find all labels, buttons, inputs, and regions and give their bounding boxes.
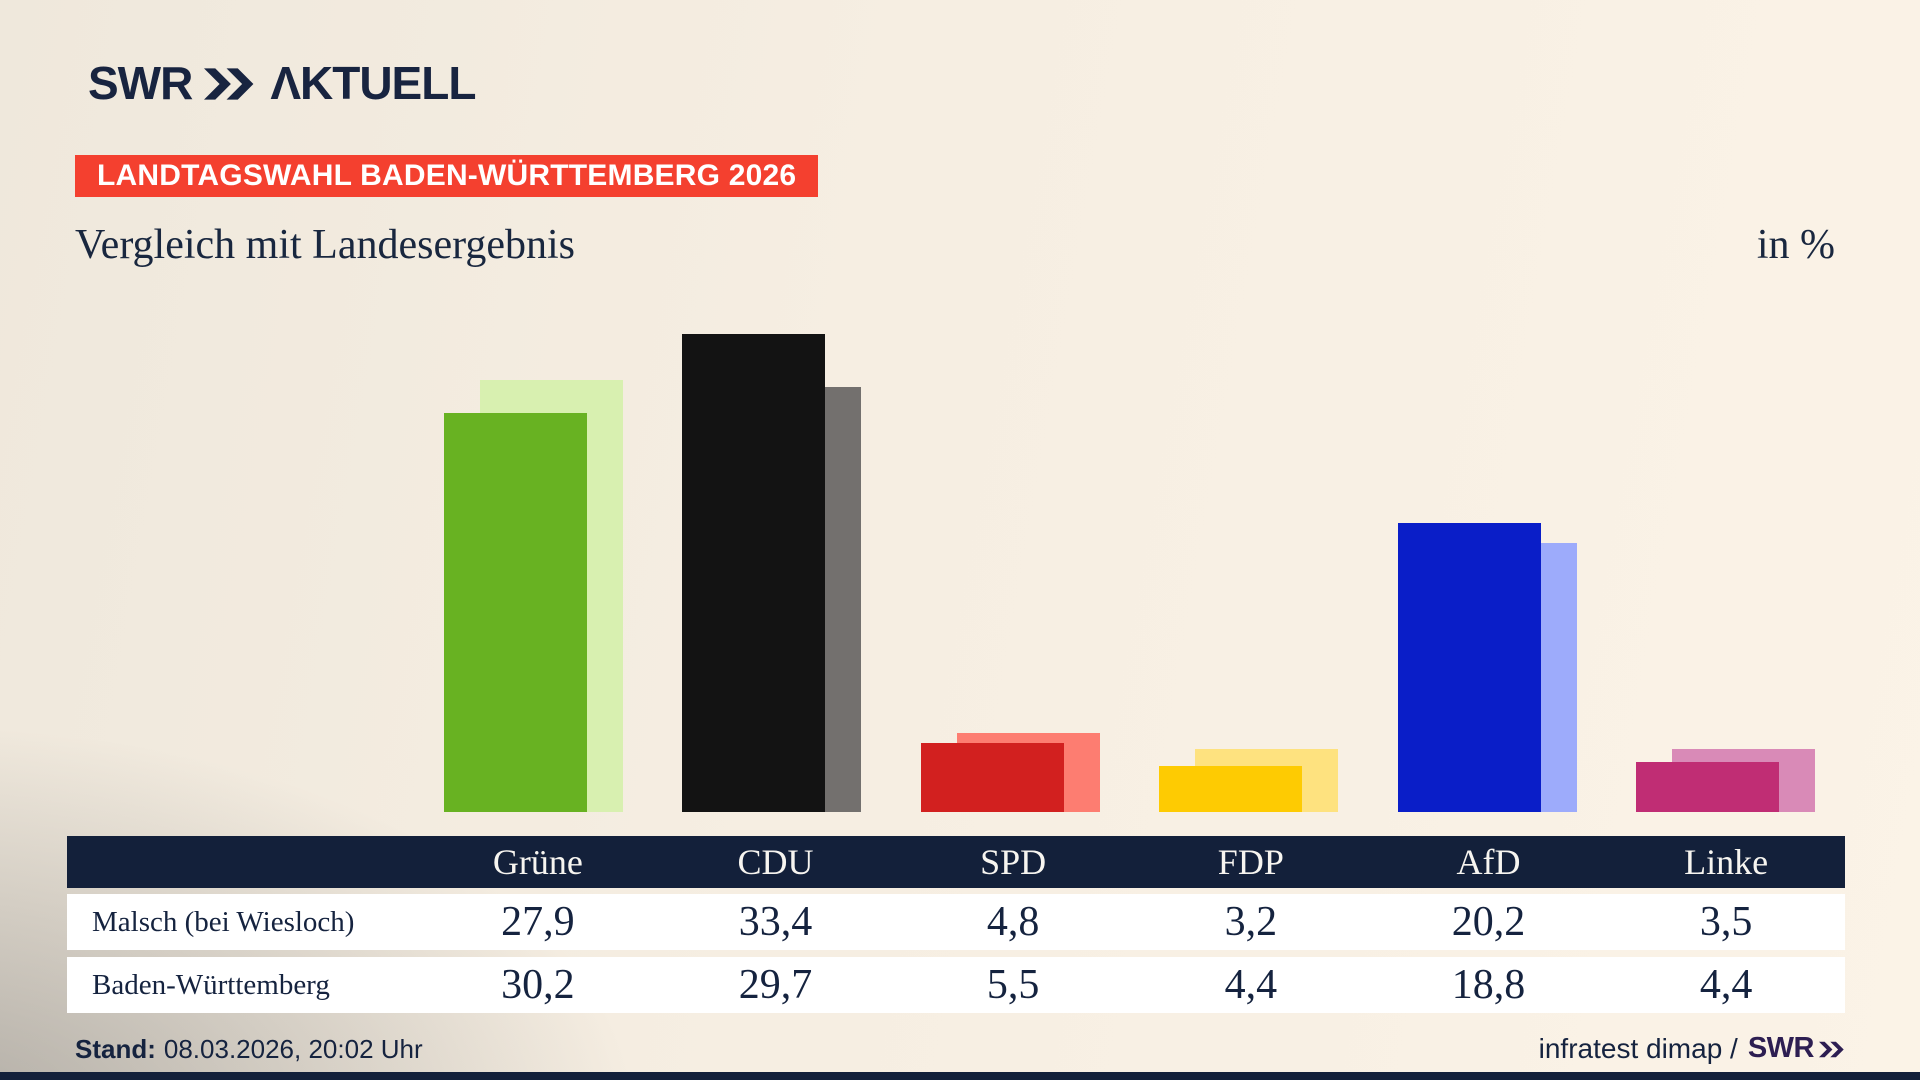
value-linke-1: 4,4	[1699, 962, 1753, 1008]
table-row-baden-wuerttemberg: Baden-Württemberg 30,2 29,7 5,5 4,4 18,8 4,4	[67, 957, 1845, 1013]
value-afd-1: 18,8	[1451, 962, 1526, 1008]
swr-chevron-icon	[204, 68, 254, 100]
source-chevron-icon	[1819, 1041, 1844, 1058]
value-cdu-0: 33,4	[738, 899, 813, 945]
value-linke-0: 3,5	[1699, 899, 1753, 945]
value-spd-0: 4,8	[986, 899, 1040, 945]
value-fdp-1: 4,4	[1224, 962, 1278, 1008]
swr-logo-text: SWR	[88, 57, 193, 109]
column-header-gruene: Grüne	[492, 842, 583, 882]
bar-linke-local	[1636, 761, 1779, 812]
value-cdu-1: 29,7	[738, 962, 813, 1008]
stand-text: Stand: 08.03.2026, 20:02 Uhr	[75, 1034, 423, 1065]
bottom-bar	[0, 1072, 1920, 1080]
source-brand-logo: SWR	[1748, 1032, 1845, 1065]
table-row-malsch-bei-wiesloch-: Malsch (bei Wiesloch) 27,9 33,4 4,8 3,2 20,2 3…	[67, 894, 1845, 950]
stand-label: Stand:	[75, 1034, 156, 1064]
bar-gruene-local	[444, 413, 587, 812]
source-attribution: infratest dimap / SWR	[1539, 1032, 1845, 1065]
row-label: Malsch (bei Wiesloch)	[92, 905, 355, 938]
column-header-cdu: CDU	[737, 842, 814, 882]
value-gruene-1: 30,2	[501, 962, 575, 1008]
source-brand-text: SWR	[1747, 1032, 1815, 1064]
bar-spd-local	[920, 743, 1064, 812]
value-gruene-0: 27,9	[501, 899, 575, 945]
bar-cdu-local	[682, 334, 826, 812]
column-header-afd: AfD	[1456, 842, 1521, 882]
value-afd-0: 20,2	[1451, 899, 1526, 945]
results-table: Grüne CDU SPD FDP AfD Linke Malsch (bei Wiesl…	[67, 836, 1845, 1013]
value-spd-1: 5,5	[986, 962, 1040, 1008]
row-label: Baden-Württemberg	[92, 968, 330, 1001]
column-header-fdp: FDP	[1217, 842, 1284, 882]
election-banner-label: LANDTAGSWAHL BADEN-WÜRTTEMBERG 2026	[97, 159, 797, 192]
column-header-spd: SPD	[980, 842, 1047, 882]
bar-afd-local	[1397, 523, 1541, 812]
unit-label: in %	[1756, 222, 1835, 268]
table-header-row: Grüne CDU SPD FDP AfD Linke	[67, 836, 1845, 888]
swr-aktuell-logo: SWR ΛKTUELL	[88, 57, 476, 109]
bar-fdp-local	[1159, 766, 1303, 812]
column-header-linke: Linke	[1684, 842, 1769, 882]
stand-value: 08.03.2026, 20:02 Uhr	[163, 1034, 423, 1064]
value-fdp-0: 3,2	[1224, 899, 1278, 945]
election-banner: LANDTAGSWAHL BADEN-WÜRTTEMBERG 2026	[75, 155, 819, 197]
source-text: infratest dimap /	[1538, 1032, 1738, 1064]
aktuell-logo-text: ΛKTUELL	[270, 57, 476, 109]
chart-title: Vergleich mit Landesergebnis	[75, 222, 575, 268]
